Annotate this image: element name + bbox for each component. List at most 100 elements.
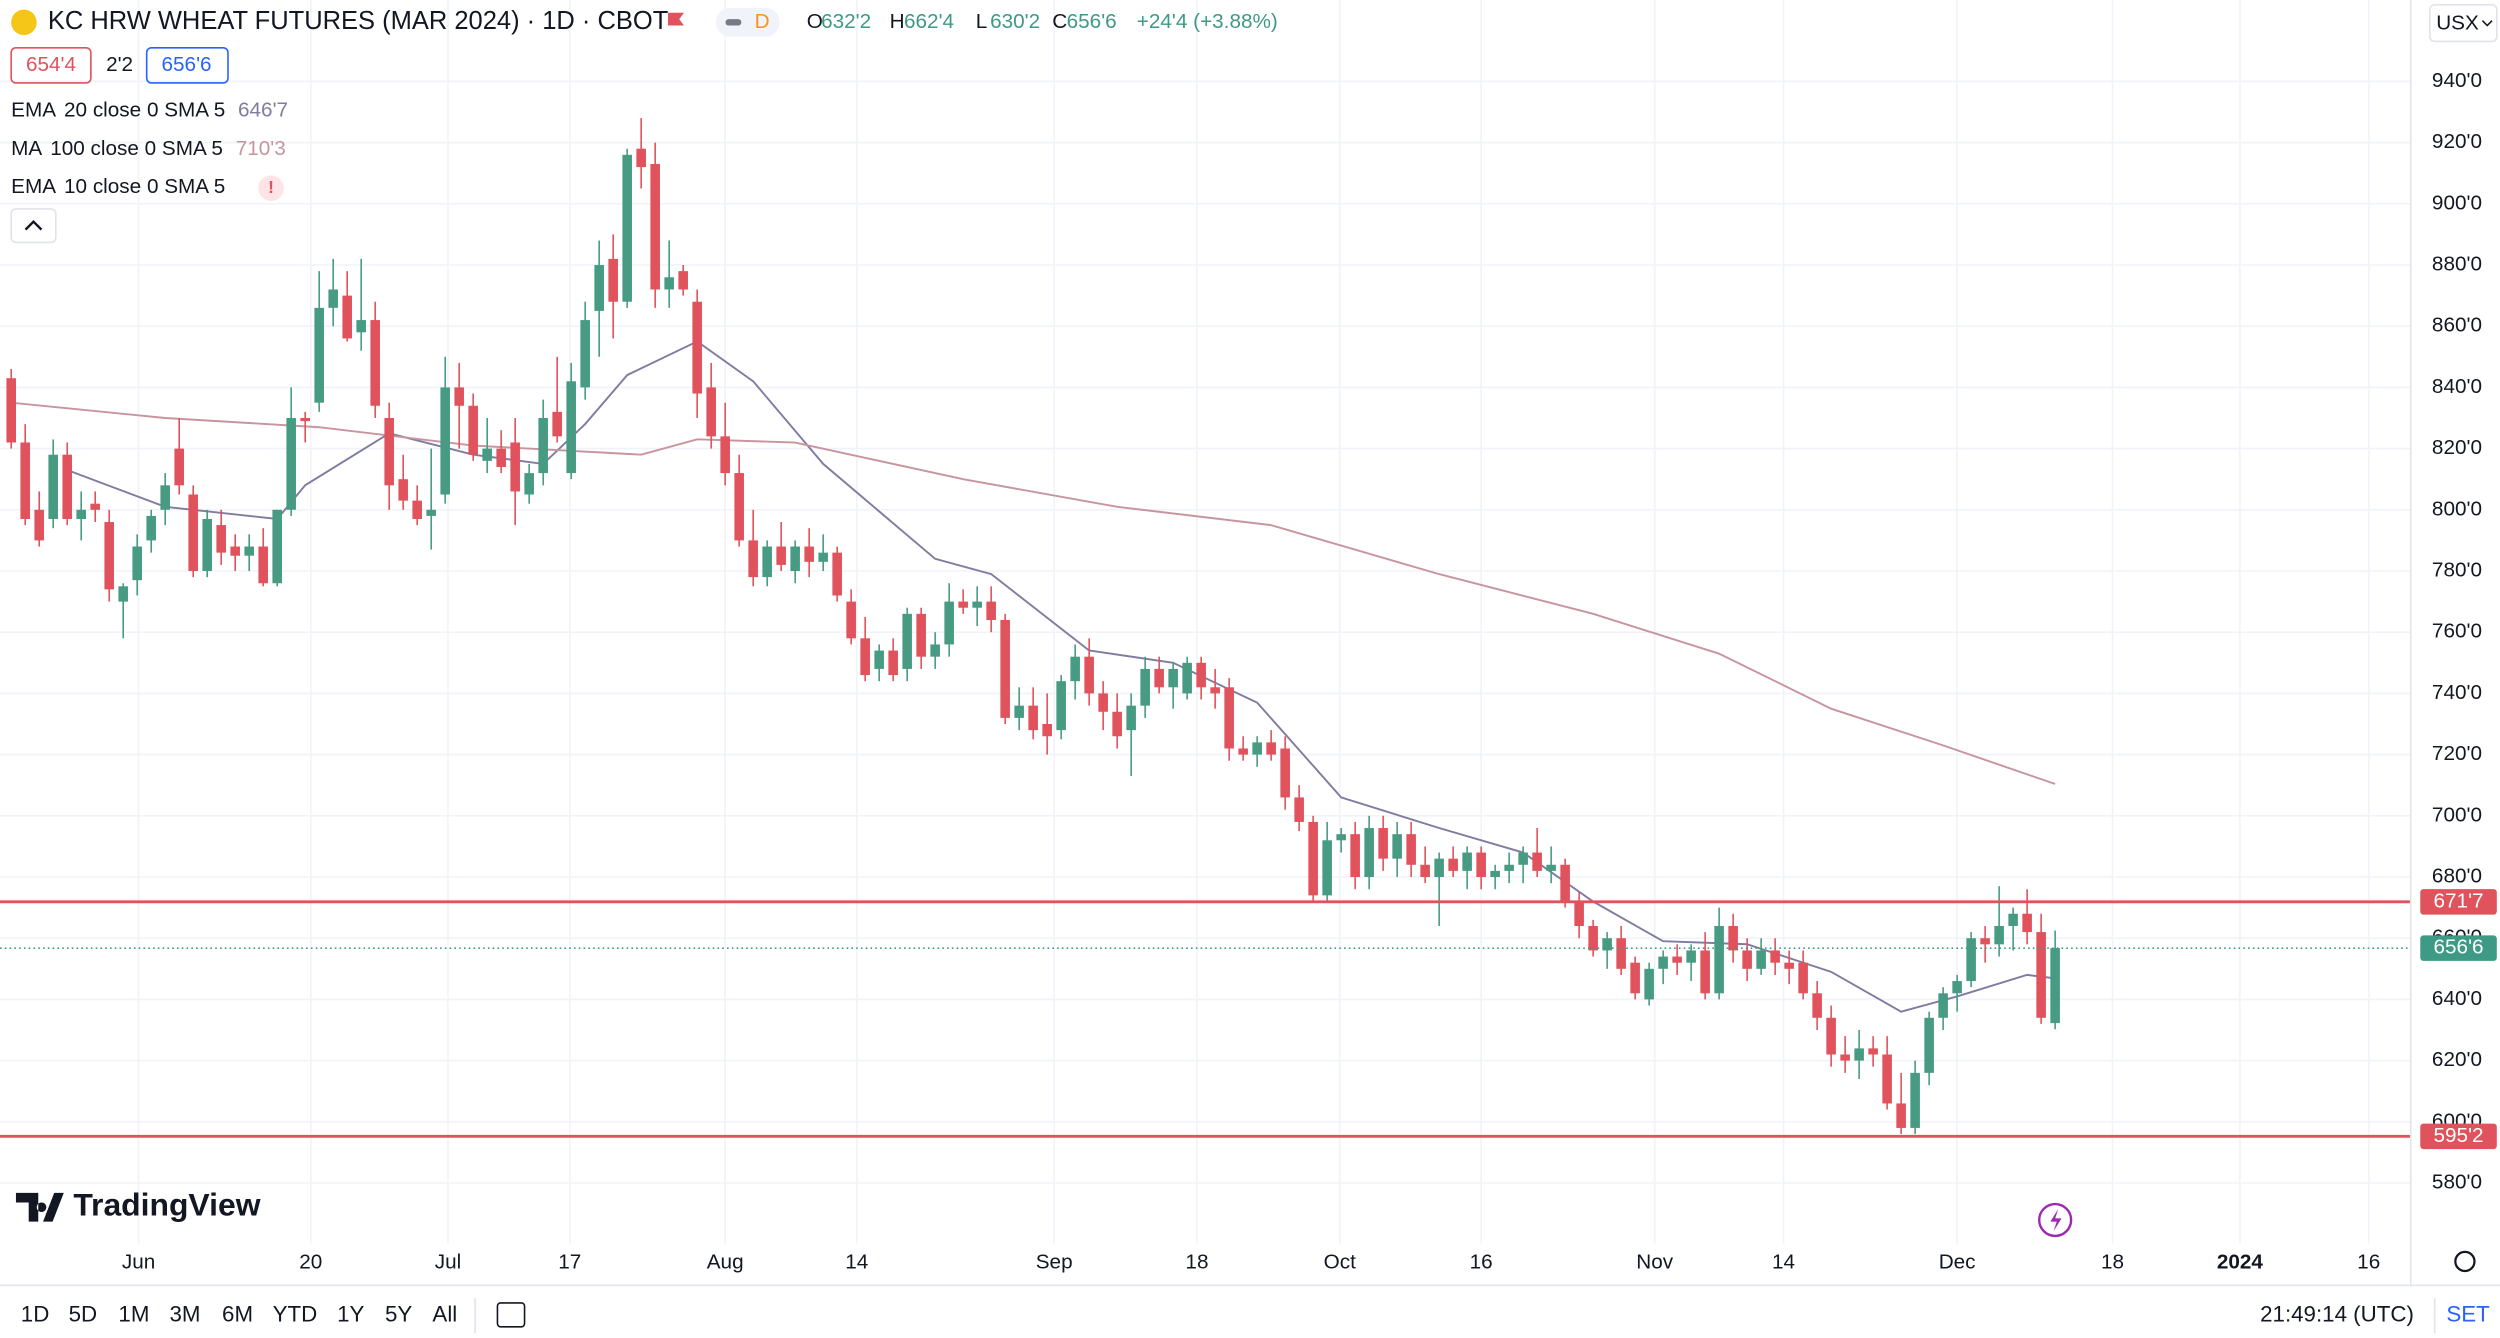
currency-button[interactable]	[2429, 3, 2498, 43]
x-tick-label: 17	[558, 1251, 581, 1274]
candle-body	[1392, 834, 1402, 859]
range-button[interactable]: 3M	[169, 1302, 200, 1327]
candle-body	[1980, 938, 1990, 945]
candle-body	[650, 164, 660, 290]
candle-body	[622, 154, 632, 302]
spread: 2'2	[106, 53, 133, 76]
candle-body	[1434, 858, 1444, 878]
x-tick-label: Oct	[1324, 1251, 1356, 1274]
candle-body	[1476, 852, 1486, 878]
footer: 1D 5D 1M 3M 6M YTD 1Y 5Y All	[21, 1302, 457, 1327]
candle-body	[1056, 681, 1066, 731]
y-tick-label: 780'0	[2432, 558, 2482, 581]
levels	[0, 900, 2411, 1138]
legend-warning-bg	[258, 175, 284, 201]
candle-body	[1798, 962, 1808, 994]
candle-body	[1168, 668, 1178, 688]
x-tick-label: Sep	[1036, 1251, 1073, 1274]
logo-text[interactable]: TradingView	[73, 1187, 260, 1223]
candle-body	[1126, 705, 1136, 731]
flag-icon[interactable]	[668, 12, 684, 26]
candle-body	[1154, 668, 1164, 688]
x-tick-label: 18	[2101, 1251, 2124, 1274]
collapse-button[interactable]	[10, 208, 57, 244]
ohlc-value: 632'2	[821, 10, 871, 33]
legend-name: MA	[11, 137, 42, 160]
candle-body	[412, 500, 422, 519]
candle-body	[1490, 870, 1500, 878]
candle-body	[118, 586, 128, 602]
range-button[interactable]: All	[432, 1302, 457, 1327]
candle-body	[244, 546, 254, 556]
legend-params: 20 close 0 SMA 5	[64, 99, 225, 122]
symbol-title[interactable]: KC HRW WHEAT FUTURES (MAR 2024) · 1D · C…	[48, 7, 668, 35]
candle-body	[1742, 950, 1752, 969]
candle-body	[454, 387, 464, 406]
candle-body	[132, 546, 142, 581]
y-tick-label: 640'0	[2432, 987, 2482, 1010]
candle-body	[1448, 858, 1458, 871]
candle-body	[986, 601, 996, 620]
settings-button[interactable]: SET	[2446, 1302, 2490, 1327]
range-button[interactable]: 6M	[222, 1302, 253, 1327]
session-pill[interactable]	[715, 7, 780, 37]
candle-body	[2036, 932, 2046, 1018]
candle-body	[2022, 913, 2032, 933]
candle-body	[1364, 828, 1374, 878]
range-button[interactable]: 1M	[118, 1302, 149, 1327]
candle-body	[1644, 968, 1654, 1000]
ask-box[interactable]	[145, 47, 229, 84]
x-tick-label: 14	[845, 1251, 868, 1274]
bid-box[interactable]	[10, 47, 92, 84]
candle-body	[762, 546, 772, 578]
axis-settings[interactable]	[2454, 1250, 2476, 1273]
range-button[interactable]: 5D	[69, 1302, 98, 1327]
bid: 654'4	[26, 53, 76, 76]
candle-body	[1756, 950, 1766, 969]
price-level-box	[2420, 1123, 2497, 1150]
indicator-lines	[11, 340, 2056, 1013]
range-button[interactable]: 1D	[21, 1302, 50, 1327]
candle-body	[356, 320, 366, 333]
candle-body	[1280, 748, 1290, 798]
candle-body	[972, 601, 982, 608]
logo-mark	[15, 1192, 64, 1222]
candle-body	[1000, 619, 1010, 718]
ask: 656'6	[162, 53, 212, 76]
range-button[interactable]: YTD	[273, 1302, 318, 1327]
candle-body	[1406, 834, 1416, 865]
date-range-button[interactable]	[496, 1302, 526, 1328]
candle-body	[300, 418, 310, 422]
alert-icon[interactable]	[2038, 1202, 2073, 1238]
candle-body	[538, 418, 548, 474]
candle-body	[1322, 840, 1332, 896]
candle-body	[1924, 1017, 1934, 1073]
candle-body	[874, 650, 884, 669]
x-tick-label: Jun	[122, 1251, 155, 1274]
candle-body	[1588, 925, 1598, 951]
y-tick-label: 740'0	[2432, 681, 2482, 704]
legend-entry[interactable]: EMA 10 close 0 SMA 5	[11, 176, 225, 199]
candle-body	[482, 448, 492, 461]
candle-body	[62, 454, 72, 519]
candle-body	[1952, 981, 1962, 994]
candles	[6, 118, 2060, 1135]
candle-body	[510, 442, 520, 492]
indicator-line	[11, 401, 2056, 785]
candle-body	[1350, 834, 1360, 878]
candle-body	[146, 515, 156, 541]
legend-entry[interactable]: EMA 20 close 0 SMA 5 646'7	[11, 99, 288, 122]
range-button[interactable]: 5Y	[385, 1302, 412, 1327]
candle-body	[1560, 864, 1570, 902]
candle-body	[426, 509, 436, 516]
candle-body	[342, 295, 352, 339]
candle-body	[1462, 852, 1472, 871]
candle-body	[1714, 925, 1724, 994]
legend: EMA 20 close 0 SMA 5 646'7 MA 100 close 0 SM…	[11, 99, 288, 201]
legend-entry[interactable]: MA 100 close 0 SMA 5 710'3	[11, 137, 286, 160]
y-tick-label: 840'0	[2432, 375, 2482, 398]
candle-body	[6, 378, 16, 443]
range-button[interactable]: 1Y	[337, 1302, 364, 1327]
candle-body	[76, 509, 86, 519]
